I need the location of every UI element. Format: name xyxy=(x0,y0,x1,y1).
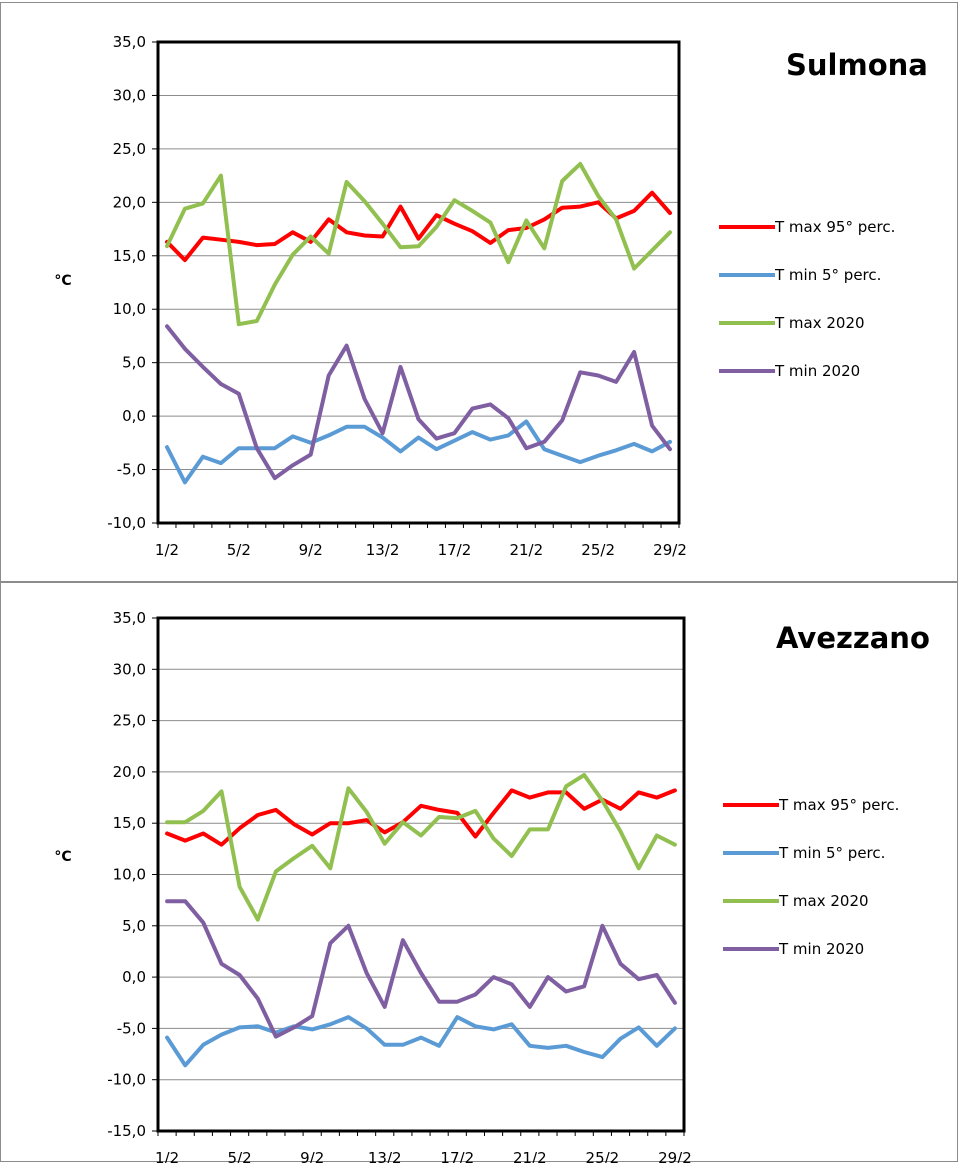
chart-title-sulmona: Sulmona xyxy=(786,48,928,82)
y-tick-label: 30,0 xyxy=(113,660,146,678)
series-line-t-min-2020 xyxy=(165,899,677,1039)
y-tick-label: 20,0 xyxy=(113,193,146,211)
y-tick-label: 10,0 xyxy=(113,866,146,884)
chart-panel-sulmona: 35,0 30,0 25,0 20,0 15,0 10,0 5,0 0,0 -5,0 -10,0 1… xyxy=(0,2,958,582)
plot-area-border xyxy=(156,616,686,1133)
x-tick-label: 1/2 xyxy=(155,1149,179,1163)
y-tick-label: 0,0 xyxy=(122,407,146,425)
legend-label-t-min-2020: T min 2020 xyxy=(774,362,860,380)
sulmona-temperature-chart: 35,0 30,0 25,0 20,0 15,0 10,0 5,0 0,0 -5,0 -10,0 1… xyxy=(54,33,928,559)
x-tick-label: 9/2 xyxy=(299,541,323,559)
y-tick-label: 20,0 xyxy=(113,763,146,781)
x-tick-label: 13/2 xyxy=(368,1149,402,1163)
x-tick-label: 5/2 xyxy=(228,1149,252,1163)
series-line-t-max-95-perc xyxy=(165,190,672,263)
y-tick-label: 10,0 xyxy=(113,300,146,318)
y-tick-label: 35,0 xyxy=(113,609,146,627)
y-tick-label: 35,0 xyxy=(113,33,146,51)
x-tick-label: 25/2 xyxy=(581,541,615,559)
y-tick-label: -15,0 xyxy=(107,1122,146,1140)
series-line-t-min-2020 xyxy=(165,324,672,481)
y-tick-label: 25,0 xyxy=(113,712,146,730)
y-tick-label: -10,0 xyxy=(107,1071,146,1089)
y-tick-label: -10,0 xyxy=(107,514,146,532)
y-tick-label: -5,0 xyxy=(117,461,146,479)
x-tick-label: 21/2 xyxy=(509,541,543,559)
x-tick-label: 9/2 xyxy=(300,1149,324,1163)
y-tick-label: 5,0 xyxy=(122,917,146,935)
x-tick-label: 29/2 xyxy=(653,541,687,559)
y-tick-label: 15,0 xyxy=(113,247,146,265)
legend-label-t-max-95-perc: T max 95° perc. xyxy=(778,796,899,814)
series-line-t-max-95-perc xyxy=(165,788,677,847)
y-tick-label: -5,0 xyxy=(117,1019,146,1037)
legend-label-t-min-5-perc: T min 5° perc. xyxy=(778,844,885,862)
y-tick-label: 25,0 xyxy=(113,140,146,158)
x-tick-label: 5/2 xyxy=(227,541,251,559)
x-tick-label: 17/2 xyxy=(440,1149,474,1163)
legend-label-t-max-2020: T max 2020 xyxy=(774,314,865,332)
x-tick-label: 29/2 xyxy=(658,1149,692,1163)
x-tick-label: 1/2 xyxy=(155,541,179,559)
y-tick-label: 0,0 xyxy=(122,968,146,986)
chart-panel-avezzano: 35,0 30,0 25,0 20,0 15,0 10,0 5,0 0,0 -5,0 -10,0 -… xyxy=(0,582,958,1163)
y-tick-label: 15,0 xyxy=(113,814,146,832)
y-axis-label: °C xyxy=(54,849,71,865)
y-tick-label: 5,0 xyxy=(122,354,146,372)
series-line-t-max-2020 xyxy=(165,773,677,922)
x-tick-label: 13/2 xyxy=(366,541,400,559)
series-line-t-min-5-perc xyxy=(165,1015,677,1068)
x-tick-label: 21/2 xyxy=(513,1149,547,1163)
legend-label-t-min-2020: T min 2020 xyxy=(778,940,864,958)
series-line-t-min-5-perc xyxy=(165,419,672,485)
avezzano-temperature-chart: 35,0 30,0 25,0 20,0 15,0 10,0 5,0 0,0 -5,0 -10,0 -… xyxy=(54,609,930,1163)
y-axis-label: °C xyxy=(54,273,71,289)
legend-label-t-max-95-perc: T max 95° perc. xyxy=(774,218,895,236)
y-tick-label: 30,0 xyxy=(113,86,146,104)
plot-area-border xyxy=(156,40,681,525)
series-line-t-max-2020 xyxy=(165,161,672,327)
x-tick-label: 17/2 xyxy=(438,541,472,559)
legend-label-t-max-2020: T max 2020 xyxy=(778,892,869,910)
chart-title-avezzano: Avezzano xyxy=(776,621,930,655)
x-tick-label: 25/2 xyxy=(586,1149,620,1163)
legend-label-t-min-5-perc: T min 5° perc. xyxy=(774,266,881,284)
